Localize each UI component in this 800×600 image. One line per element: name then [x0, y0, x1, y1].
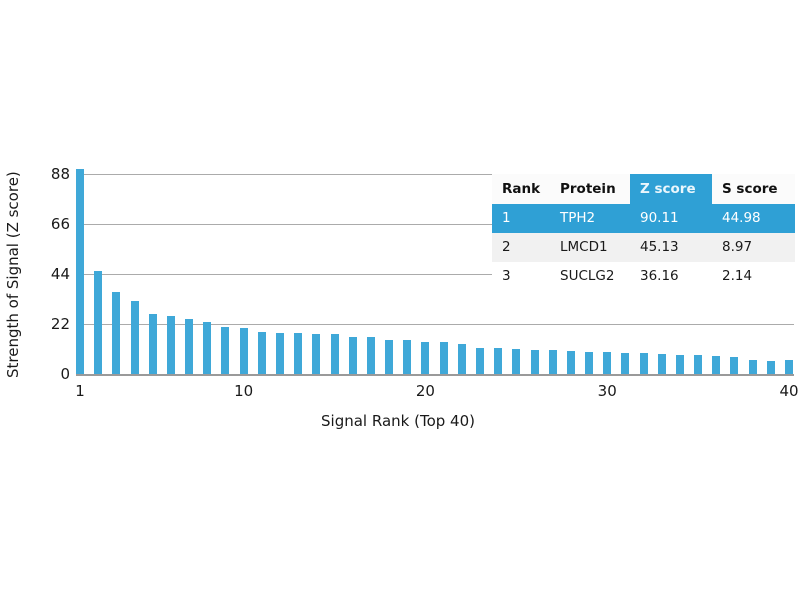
- bar-rank-15: [330, 334, 339, 374]
- bar-rank-11: [257, 332, 266, 374]
- table-row-3-zscore: 36.16: [630, 262, 712, 291]
- y-tick-label: 44: [50, 265, 70, 283]
- bar-rank-24: [494, 348, 503, 374]
- bar-rank-40: [785, 359, 794, 374]
- x-tick-label: 30: [597, 382, 617, 400]
- bar-rank-17: [366, 336, 375, 374]
- ranking-table: Rank Protein Z score S score 1 TPH2 90.1…: [492, 174, 795, 291]
- bar-rank-19: [403, 340, 412, 374]
- bar-rank-20: [421, 341, 430, 374]
- table-row-3-rank: 3: [492, 262, 550, 291]
- table-row-2-sscore: 8.97: [712, 233, 795, 262]
- bar-rank-32: [639, 353, 648, 374]
- table-row-3-protein: SUCLG2: [550, 262, 630, 291]
- bar-rank-13: [294, 333, 303, 374]
- table-row-1-rank: 1: [492, 204, 550, 233]
- gridline-y88: [76, 174, 794, 175]
- gridline-y66: [76, 224, 794, 225]
- bar-rank-3: [112, 291, 121, 374]
- table-header-sscore: S score: [712, 174, 795, 204]
- bar-rank-18: [385, 339, 394, 374]
- table-row-2-protein: LMCD1: [550, 233, 630, 262]
- table-row-1-protein: TPH2: [550, 204, 630, 233]
- y-tick-label: 88: [50, 165, 70, 183]
- gridline-y22: [76, 324, 794, 325]
- bar-rank-26: [530, 349, 539, 374]
- bar-rank-7: [185, 319, 194, 374]
- bar-rank-1: [76, 169, 84, 374]
- bar-rank-23: [475, 347, 484, 374]
- table-row-1-sscore: 44.98: [712, 204, 795, 233]
- bar-rank-14: [312, 334, 321, 374]
- bar-rank-30: [603, 352, 612, 374]
- table-header-zscore: Z score: [630, 174, 712, 204]
- table-header-protein: Protein: [550, 174, 630, 204]
- bar-rank-8: [203, 321, 212, 374]
- bar-rank-35: [694, 355, 703, 374]
- x-tick-label: 1: [75, 382, 85, 400]
- y-axis-title: Strength of Signal (Z score): [4, 171, 22, 379]
- bar-rank-9: [221, 327, 230, 374]
- x-tick-label: 20: [415, 382, 435, 400]
- y-tick-label: 0: [60, 365, 70, 383]
- bar-rank-6: [166, 316, 175, 374]
- x-tick-label: 40: [779, 382, 799, 400]
- bar-rank-37: [730, 357, 739, 374]
- bar-rank-33: [657, 353, 666, 374]
- bar-rank-31: [621, 352, 630, 374]
- bar-rank-38: [748, 360, 757, 374]
- x-axis-title: Signal Rank (Top 40): [321, 412, 475, 430]
- bar-rank-29: [585, 352, 594, 374]
- x-tick-label: 10: [234, 382, 254, 400]
- bar-rank-28: [566, 351, 575, 374]
- bar-rank-22: [457, 343, 466, 374]
- table-header-rank: Rank: [492, 174, 550, 204]
- y-tick-label: 66: [50, 215, 70, 233]
- gridline-y44: [76, 274, 794, 275]
- bar-rank-36: [712, 356, 721, 374]
- bar-rank-39: [766, 361, 775, 374]
- bar-rank-12: [275, 333, 284, 374]
- table-row-2-zscore: 45.13: [630, 233, 712, 262]
- bar-rank-25: [512, 349, 521, 374]
- y-tick-label: 22: [50, 315, 70, 333]
- bar-rank-10: [239, 328, 248, 374]
- bar-rank-34: [675, 354, 684, 374]
- bar-rank-27: [548, 350, 557, 374]
- bar-rank-2: [94, 271, 103, 374]
- bar-rank-4: [130, 300, 139, 374]
- table-row-2-rank: 2: [492, 233, 550, 262]
- x-axis-line: [76, 374, 794, 376]
- table-row-1-zscore: 90.11: [630, 204, 712, 233]
- table-row-3-sscore: 2.14: [712, 262, 795, 291]
- bar-rank-16: [348, 336, 357, 374]
- bar-rank-21: [439, 342, 448, 374]
- bar-rank-5: [148, 314, 157, 374]
